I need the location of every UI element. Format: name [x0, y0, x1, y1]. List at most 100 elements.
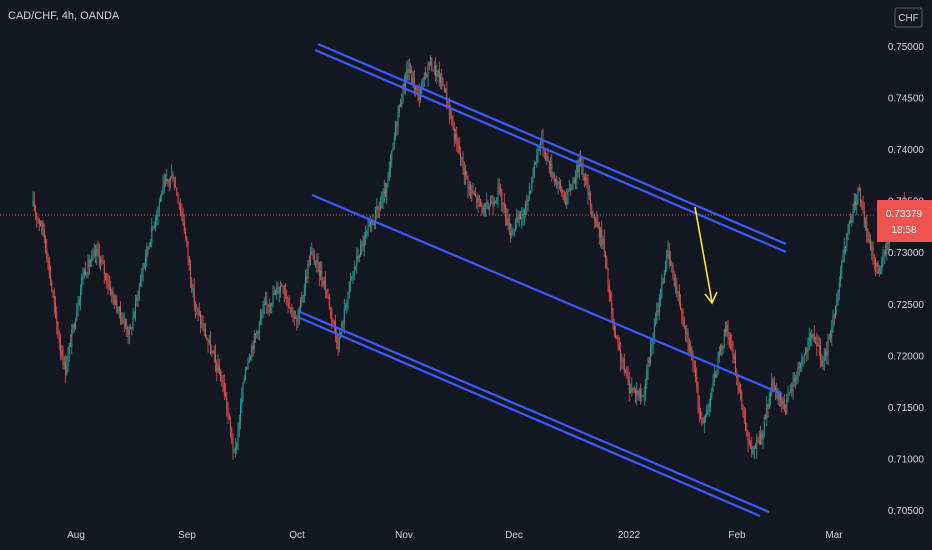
- candle-up: [71, 329, 73, 347]
- candle-down: [35, 210, 36, 214]
- candle-down: [58, 337, 60, 343]
- candle-up: [512, 230, 514, 232]
- candle-up: [631, 387, 633, 392]
- candle-down: [186, 236, 188, 243]
- candle-down: [517, 216, 519, 220]
- candle-down: [107, 283, 109, 286]
- candle-down: [287, 297, 289, 304]
- currency-button[interactable]: CHF: [894, 7, 923, 28]
- candle-up: [386, 184, 388, 197]
- candle-up: [401, 101, 403, 107]
- candle-up: [557, 183, 559, 186]
- candle-down: [403, 84, 405, 88]
- candle-down: [755, 446, 756, 449]
- candle-down: [735, 358, 736, 376]
- candle-down: [878, 267, 880, 274]
- candle-up: [345, 307, 346, 309]
- candle-down: [176, 187, 178, 196]
- candle-down: [731, 341, 733, 349]
- candle-up: [832, 314, 834, 328]
- candle-up: [845, 246, 846, 248]
- candle-up: [380, 204, 381, 210]
- candle-up: [265, 301, 266, 305]
- candle-down: [693, 368, 695, 370]
- candle-up: [597, 222, 599, 228]
- candle-up: [756, 440, 758, 449]
- candle-up: [166, 178, 168, 182]
- x-tick-label: Oct: [289, 530, 305, 541]
- candle-down: [277, 287, 279, 294]
- candle-down: [685, 328, 686, 334]
- candle-down: [53, 295, 55, 305]
- candle-up: [530, 190, 531, 192]
- candle-up: [843, 247, 845, 255]
- candle-down: [687, 332, 689, 344]
- candle-down: [863, 210, 865, 224]
- candle-up: [83, 270, 85, 277]
- candle-down: [65, 361, 66, 375]
- candle-up: [363, 237, 365, 248]
- candle-up: [647, 360, 649, 370]
- candle-up: [343, 308, 345, 325]
- candle-up: [420, 93, 421, 100]
- candle-up: [422, 78, 424, 84]
- candle-down: [506, 218, 508, 225]
- candle-down: [291, 307, 293, 309]
- candle-down: [273, 293, 275, 295]
- candle-down: [573, 179, 575, 183]
- candle-down: [791, 389, 793, 392]
- candle-up: [423, 73, 425, 79]
- candle-down: [553, 174, 555, 182]
- candle-down: [765, 417, 766, 419]
- x-axis[interactable]: Aug Sep Oct Nov Dec 2022 Feb Mar: [67, 530, 843, 541]
- candle-up: [203, 328, 205, 331]
- candle-down: [95, 251, 96, 256]
- candle-down: [301, 300, 303, 302]
- candle-up: [242, 382, 244, 398]
- candle-up: [823, 357, 825, 361]
- x-tick-label: Mar: [825, 530, 843, 541]
- candle-down: [560, 182, 561, 187]
- candle-down: [501, 188, 503, 204]
- candle-up: [886, 240, 888, 254]
- candle-down: [85, 270, 86, 276]
- candle-down: [200, 314, 201, 325]
- candle-up: [63, 361, 65, 366]
- y-tick-label: 0.72000: [888, 351, 925, 362]
- candle-down: [426, 74, 428, 77]
- candle-up: [838, 281, 840, 293]
- candle-down: [748, 441, 750, 444]
- candle-up: [246, 366, 248, 370]
- candle-down: [101, 259, 103, 262]
- candle-down: [830, 334, 831, 337]
- candle-up: [537, 147, 539, 156]
- candle-up: [373, 222, 375, 225]
- candle-down: [222, 381, 224, 383]
- candle-down: [187, 242, 189, 258]
- candle-up: [260, 317, 261, 323]
- candle-up: [275, 290, 276, 295]
- candle-down: [337, 343, 339, 350]
- y-tick-label: 0.71500: [888, 403, 925, 414]
- candle-up: [383, 189, 385, 194]
- candle-down: [47, 258, 49, 261]
- candle-down: [623, 359, 625, 373]
- candle-up: [163, 181, 165, 184]
- candle-up: [753, 446, 755, 451]
- candle-up: [770, 393, 771, 398]
- candle-down: [33, 201, 35, 211]
- candle-down: [632, 387, 634, 389]
- candle-up: [810, 337, 811, 339]
- candle-up: [630, 391, 631, 393]
- candle-down: [562, 192, 564, 195]
- candle-up: [528, 191, 530, 199]
- candle-up: [588, 192, 590, 196]
- candle-up: [461, 156, 463, 159]
- candle-down: [877, 262, 879, 268]
- candle-down: [106, 274, 108, 284]
- candle-down: [88, 259, 90, 267]
- candle-down: [615, 332, 616, 337]
- candle-up: [472, 192, 474, 194]
- candle-down: [605, 251, 606, 260]
